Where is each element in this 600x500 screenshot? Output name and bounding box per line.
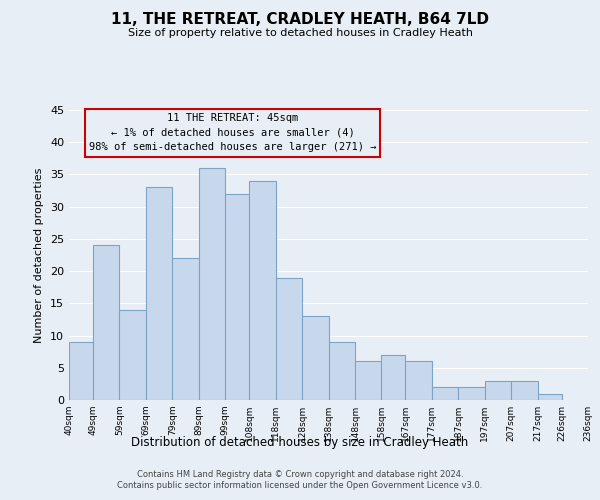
Bar — [146, 188, 172, 400]
Bar — [199, 168, 225, 400]
Bar — [225, 194, 249, 400]
Bar — [249, 181, 275, 400]
Bar — [69, 342, 93, 400]
Y-axis label: Number of detached properties: Number of detached properties — [34, 168, 44, 342]
Bar — [382, 355, 405, 400]
Bar — [355, 362, 382, 400]
Bar — [93, 246, 119, 400]
Bar — [302, 316, 329, 400]
Text: Distribution of detached houses by size in Cradley Heath: Distribution of detached houses by size … — [131, 436, 469, 449]
Bar — [485, 380, 511, 400]
Bar — [119, 310, 146, 400]
Bar — [432, 387, 458, 400]
Bar — [172, 258, 199, 400]
Bar — [329, 342, 355, 400]
Bar — [458, 387, 485, 400]
Text: 11, THE RETREAT, CRADLEY HEATH, B64 7LD: 11, THE RETREAT, CRADLEY HEATH, B64 7LD — [111, 12, 489, 28]
Text: Size of property relative to detached houses in Cradley Heath: Size of property relative to detached ho… — [128, 28, 473, 38]
Bar — [405, 362, 432, 400]
Bar — [511, 380, 538, 400]
Text: Contains HM Land Registry data © Crown copyright and database right 2024.
Contai: Contains HM Land Registry data © Crown c… — [118, 470, 482, 490]
Bar — [275, 278, 302, 400]
Bar — [538, 394, 562, 400]
Text: 11 THE RETREAT: 45sqm
← 1% of detached houses are smaller (4)
98% of semi-detach: 11 THE RETREAT: 45sqm ← 1% of detached h… — [89, 113, 376, 152]
